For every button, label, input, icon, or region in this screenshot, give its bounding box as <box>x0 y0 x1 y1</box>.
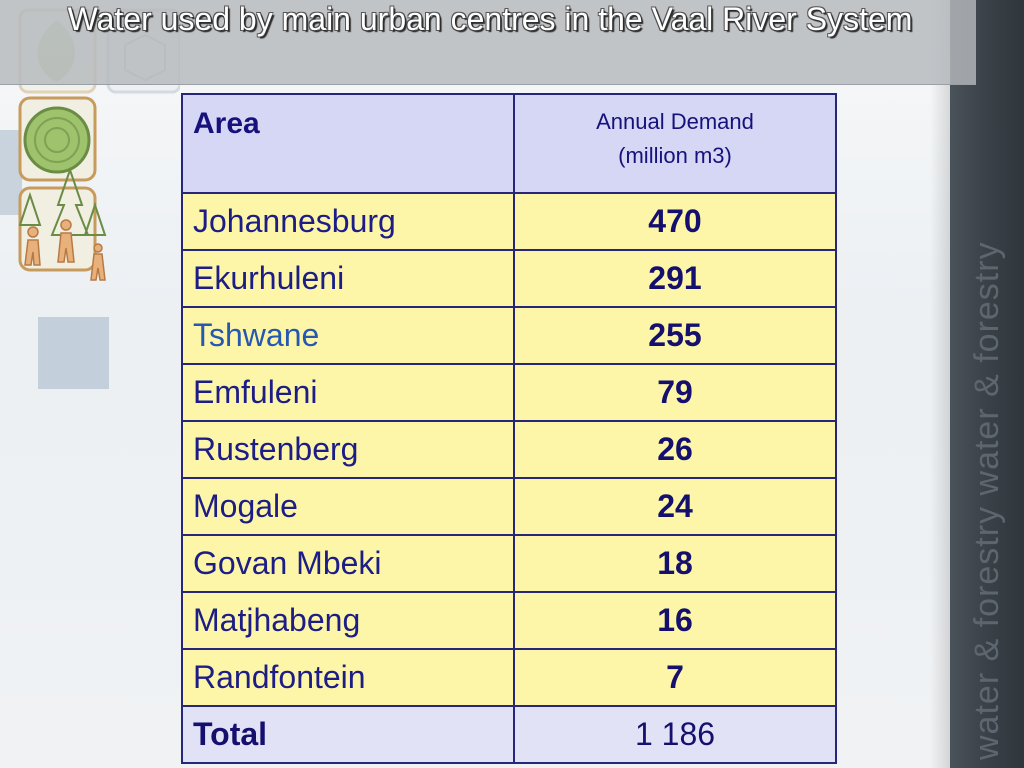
cell-demand: 7 <box>513 648 837 707</box>
table-row: Ekurhuleni 291 <box>181 249 837 308</box>
header-annual-demand: Annual Demand (million m3) <box>513 93 837 194</box>
table-row: Matjhabeng 16 <box>181 591 837 650</box>
brand-watermark: water & forestry water & forestry <box>968 241 1006 760</box>
sidebar-shadow <box>930 0 950 768</box>
table-row: Johannesburg 470 <box>181 192 837 251</box>
cell-area: Ekurhuleni <box>181 249 515 308</box>
table-row: Mogale 24 <box>181 477 837 536</box>
water-demand-table: Area Annual Demand (million m3) Johannes… <box>181 93 837 764</box>
table-header-row: Area Annual Demand (million m3) <box>181 93 837 194</box>
table-row: Tshwane 255 <box>181 306 837 365</box>
cell-area: Tshwane <box>181 306 515 365</box>
table-row: Rustenberg 26 <box>181 420 837 479</box>
cell-demand: 255 <box>513 306 837 365</box>
cell-area: Mogale <box>181 477 515 536</box>
total-label: Total <box>181 705 515 764</box>
table-row: Randfontein 7 <box>181 648 837 707</box>
cell-demand: 24 <box>513 477 837 536</box>
cell-demand: 79 <box>513 363 837 422</box>
cell-demand: 26 <box>513 420 837 479</box>
cell-area: Matjhabeng <box>181 591 515 650</box>
cell-demand: 18 <box>513 534 837 593</box>
page-title: Water used by main urban centres in the … <box>67 1 913 37</box>
hikers-icon <box>24 219 106 281</box>
cell-demand: 291 <box>513 249 837 308</box>
decorative-square <box>38 317 109 389</box>
cell-area: Govan Mbeki <box>181 534 515 593</box>
title-band: Water used by main urban centres in the … <box>0 0 976 85</box>
cell-demand: 470 <box>513 192 837 251</box>
cell-area: Johannesburg <box>181 192 515 251</box>
cell-demand: 16 <box>513 591 837 650</box>
cell-area: Randfontein <box>181 648 515 707</box>
header-demand-line1: Annual Demand <box>596 109 754 134</box>
header-demand-line2: (million m3) <box>618 143 732 168</box>
table-total-row: Total 1 186 <box>181 705 837 764</box>
decorative-square <box>0 130 22 215</box>
demand-table-container: Area Annual Demand (million m3) Johannes… <box>181 93 837 764</box>
cell-area: Rustenberg <box>181 420 515 479</box>
right-sidebar: water & forestry water & forestry <box>950 0 1024 768</box>
total-demand: 1 186 <box>513 705 837 764</box>
table-row: Emfuleni 79 <box>181 363 837 422</box>
wood-log-icon <box>18 96 97 182</box>
table-row: Govan Mbeki 18 <box>181 534 837 593</box>
cell-area: Emfuleni <box>181 363 515 422</box>
header-area: Area <box>181 93 515 194</box>
